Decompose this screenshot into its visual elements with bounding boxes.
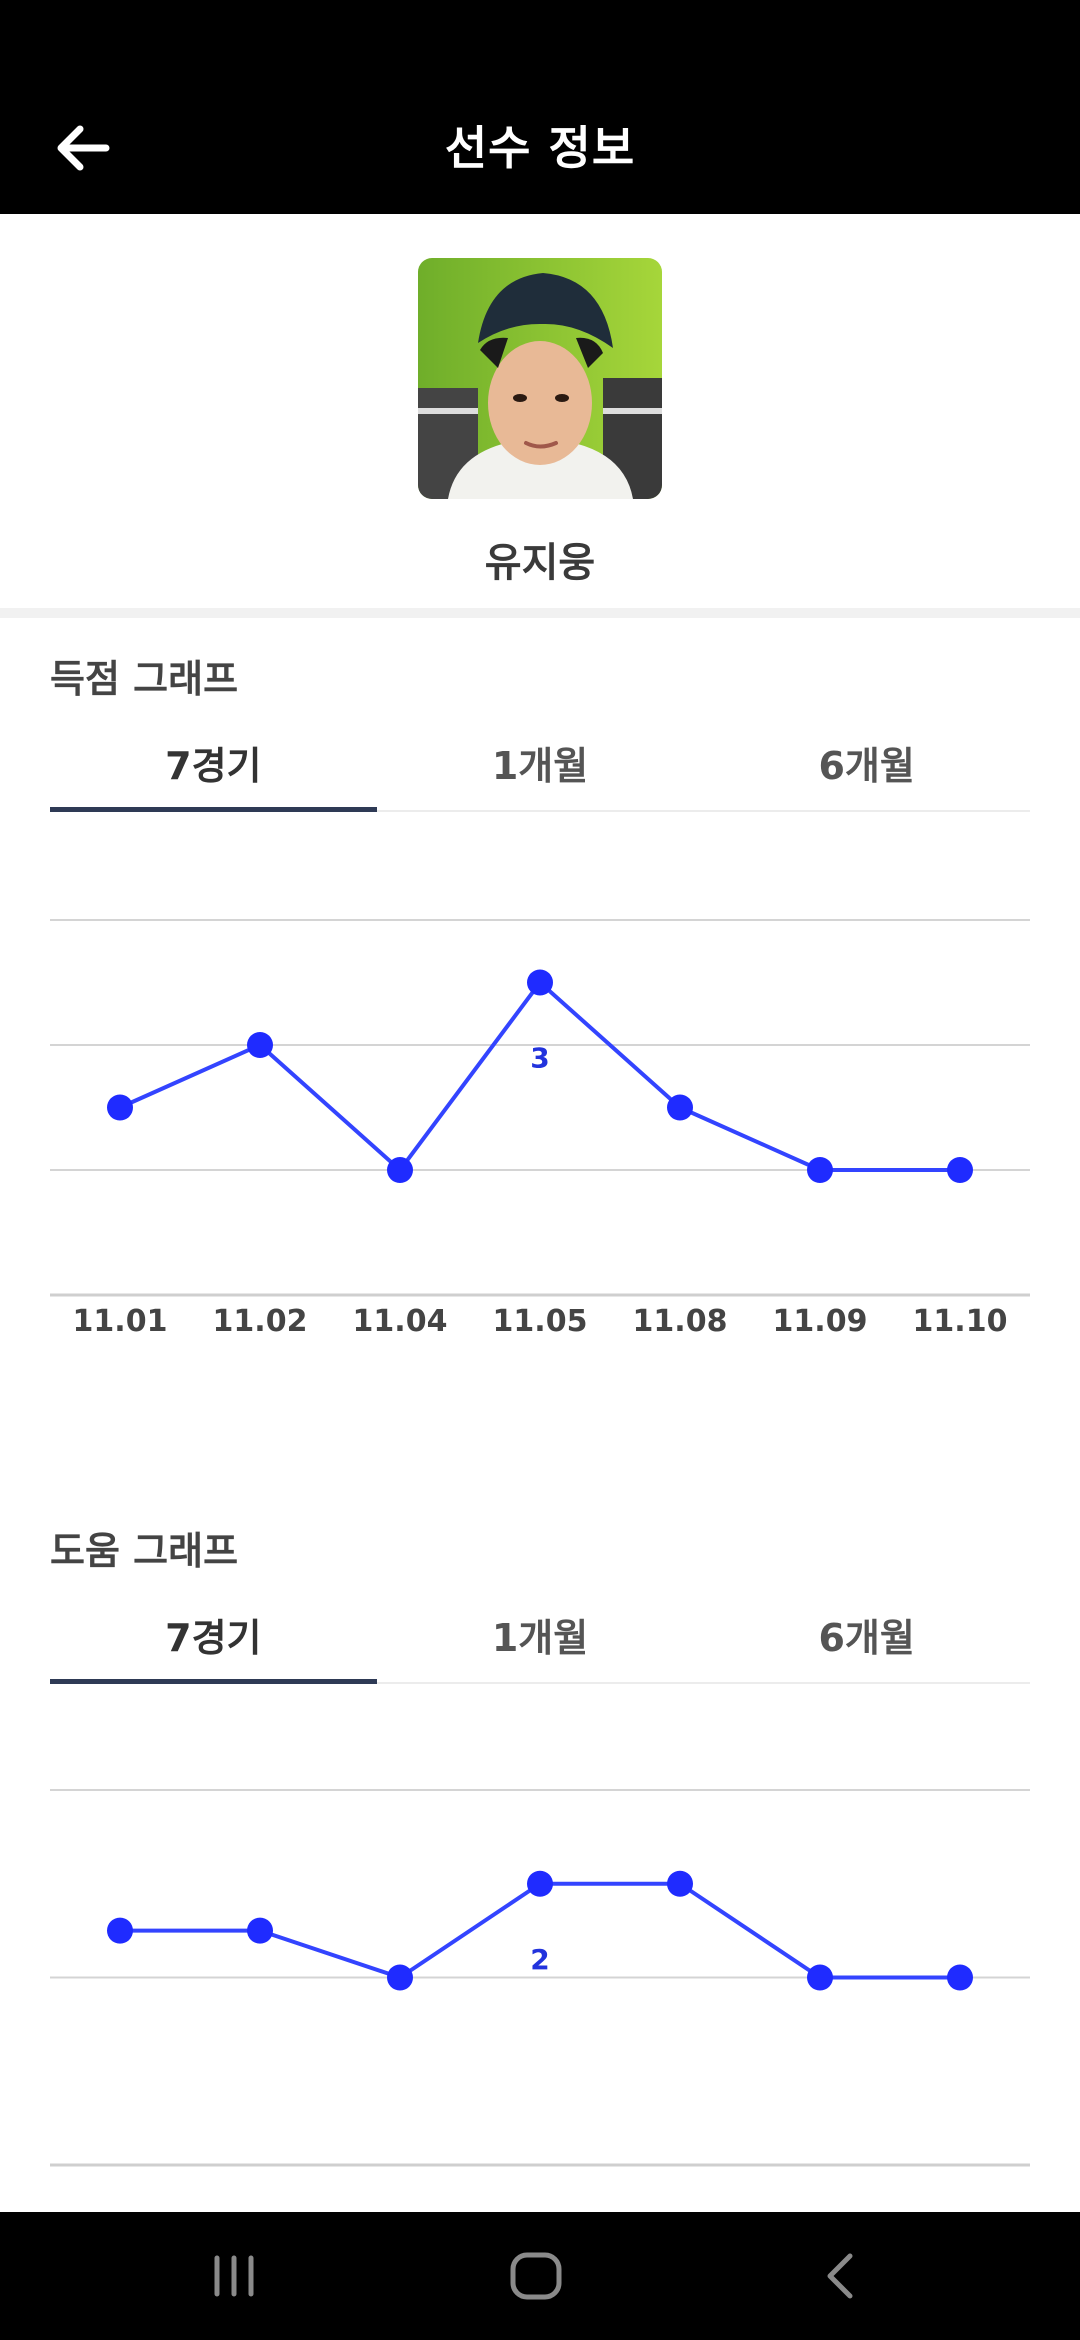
x-tick-label: 11.09: [773, 1304, 868, 1339]
system-back-button[interactable]: [790, 2236, 890, 2316]
back-button[interactable]: [52, 118, 112, 178]
assists-line-chart: 2: [50, 1789, 1030, 2167]
player-avatar: [418, 258, 662, 499]
x-tick-label: 11.10: [913, 1304, 1008, 1339]
data-point: [807, 1157, 833, 1183]
goals-tab-7-games[interactable]: 7경기: [50, 730, 377, 812]
data-point: [247, 1032, 273, 1058]
goals-tab-1-month[interactable]: 1개월: [491, 744, 589, 788]
data-point: [947, 1964, 973, 1991]
data-point: [667, 1094, 693, 1121]
back-chevron-icon: [827, 2253, 853, 2299]
recent-apps-icon: [214, 2255, 254, 2297]
assists-tab-7-games[interactable]: 7경기: [50, 1602, 377, 1684]
data-point: [527, 969, 553, 996]
data-point: [387, 1964, 413, 1991]
assists-tab-6-months[interactable]: 6개월: [818, 1616, 915, 1660]
data-point: [107, 1094, 133, 1121]
recent-apps-button[interactable]: [184, 2236, 284, 2316]
x-tick-label: 11.04: [353, 1304, 448, 1339]
assists-graph-title: 도움 그래프: [50, 1529, 239, 1573]
x-tick-label: 11.05: [493, 1304, 588, 1339]
home-icon: [510, 2252, 562, 2300]
data-point: [667, 1870, 693, 1897]
data-label: 2: [530, 1943, 549, 1976]
goals-graph-title: 득점 그래프: [50, 657, 239, 701]
data-point: [247, 1917, 273, 1944]
goals-line-chart: 3 11.01 11.02 11.04 11.05 11.08 11.09 11.10: [50, 919, 1030, 1339]
player-name: 유지웅: [484, 540, 596, 586]
x-tick-label: 11.08: [633, 1304, 728, 1339]
data-point: [807, 1964, 833, 1991]
system-nav-bar: [0, 2212, 1080, 2340]
home-button[interactable]: [486, 2236, 586, 2316]
arrow-left-icon: [57, 125, 110, 171]
section-divider: [0, 608, 1080, 618]
x-tick-label: 11.02: [213, 1304, 308, 1339]
assists-period-tabs: 7경기 1개월 6개월: [50, 1602, 1030, 1684]
goals-tab-6-months[interactable]: 6개월: [818, 744, 915, 788]
data-label: 3: [530, 1042, 549, 1075]
series-line: [119, 980, 960, 1172]
data-point: [387, 1157, 413, 1183]
x-tick-label: 11.01: [73, 1304, 168, 1339]
app-bar: 선수 정보: [0, 0, 1080, 214]
data-point: [107, 1917, 133, 1944]
data-point: [527, 1870, 553, 1897]
goals-period-tabs: 7경기 1개월 6개월: [50, 730, 1030, 812]
assists-tab-1-month[interactable]: 1개월: [491, 1616, 589, 1660]
page-title: 선수 정보: [444, 121, 636, 175]
data-point: [947, 1157, 973, 1183]
